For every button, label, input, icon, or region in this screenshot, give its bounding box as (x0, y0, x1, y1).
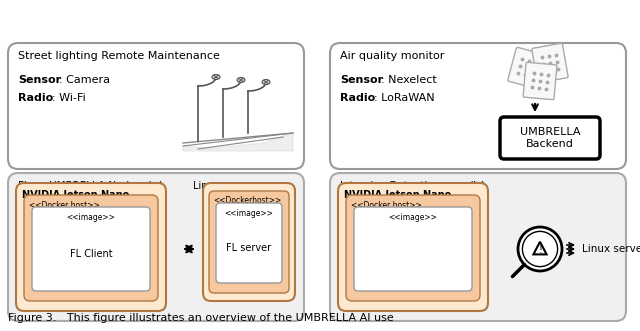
Text: <<image>>: <<image>> (388, 213, 437, 222)
FancyBboxPatch shape (16, 183, 166, 311)
Text: Linux serve: Linux serve (582, 244, 640, 254)
Text: UMBRELLA
Backend: UMBRELLA Backend (520, 127, 580, 149)
Circle shape (522, 231, 557, 266)
Text: FL Client: FL Client (70, 249, 112, 259)
FancyBboxPatch shape (32, 207, 150, 291)
Polygon shape (183, 133, 293, 151)
FancyBboxPatch shape (508, 47, 546, 89)
Text: FL on UMBRELLA Nodes: FL on UMBRELLA Nodes (18, 181, 141, 191)
Text: : Camera: : Camera (59, 75, 110, 85)
FancyBboxPatch shape (216, 203, 282, 283)
Text: Radio: Radio (18, 93, 53, 103)
Circle shape (518, 227, 562, 271)
FancyBboxPatch shape (330, 173, 626, 321)
Text: Figure 3.   This figure illustrates an overview of the UMBRELLA AI use: Figure 3. This figure illustrates an ove… (8, 313, 394, 323)
FancyBboxPatch shape (346, 195, 480, 301)
Text: : LoRaWAN: : LoRaWAN (374, 93, 435, 103)
Text: Linux serve: Linux serve (193, 181, 250, 191)
Text: NVIDIA Jetson Nano: NVIDIA Jetson Nano (344, 190, 451, 200)
Text: <<image>>: <<image>> (225, 209, 273, 218)
Text: FL server: FL server (227, 243, 271, 253)
FancyBboxPatch shape (203, 183, 295, 301)
Text: (a): (a) (147, 181, 164, 194)
FancyBboxPatch shape (24, 195, 158, 301)
FancyBboxPatch shape (532, 43, 568, 83)
Text: NVIDIA Jetson Nano: NVIDIA Jetson Nano (22, 190, 129, 200)
FancyBboxPatch shape (330, 43, 626, 169)
FancyBboxPatch shape (500, 117, 600, 159)
FancyBboxPatch shape (354, 207, 472, 291)
FancyBboxPatch shape (523, 62, 557, 100)
FancyBboxPatch shape (8, 43, 304, 169)
Text: Street lighting Remote Maintenance: Street lighting Remote Maintenance (18, 51, 220, 61)
Text: Sensor: Sensor (18, 75, 61, 85)
Text: <<image>>: <<image>> (67, 213, 115, 222)
Text: Radio: Radio (340, 93, 375, 103)
Text: Sensor: Sensor (340, 75, 383, 85)
Text: : Wi-Fi: : Wi-Fi (52, 93, 86, 103)
Ellipse shape (212, 74, 220, 79)
Text: (b): (b) (469, 181, 487, 194)
Polygon shape (533, 242, 547, 255)
Ellipse shape (237, 77, 245, 82)
Text: <<Docker host>>: <<Docker host>> (29, 201, 100, 210)
FancyBboxPatch shape (338, 183, 488, 311)
Text: !: ! (538, 245, 542, 255)
FancyBboxPatch shape (8, 173, 304, 321)
Text: : Nexelect: : Nexelect (381, 75, 436, 85)
FancyBboxPatch shape (209, 191, 289, 293)
Text: Air quality monitor: Air quality monitor (340, 51, 444, 61)
Text: Intrusion Detection: Intrusion Detection (340, 181, 440, 191)
Text: <<Dockerhost>>: <<Dockerhost>> (213, 196, 281, 205)
Text: <<Docker host>>: <<Docker host>> (351, 201, 422, 210)
Ellipse shape (262, 79, 270, 84)
